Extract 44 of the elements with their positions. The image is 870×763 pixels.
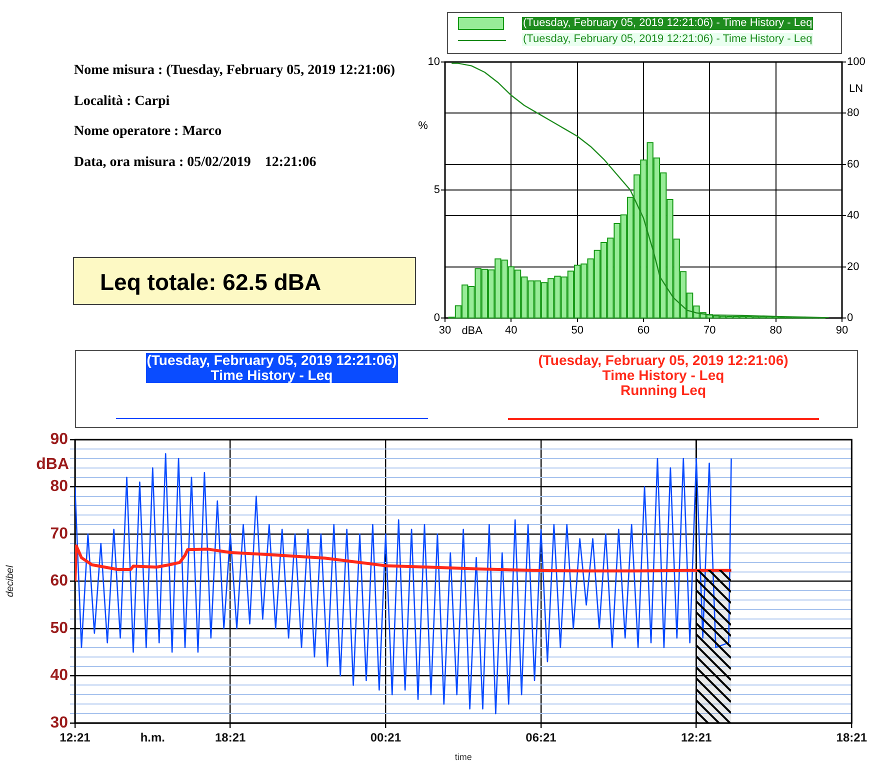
legend-label: (Tuesday, February 05, 2019 12:21:06) - Time History - Leq bbox=[522, 33, 814, 46]
text: Nome operatore : Marco bbox=[74, 124, 222, 140]
text: h.m. bbox=[140, 730, 165, 744]
y-tick-label: 90 bbox=[50, 431, 68, 448]
text: Nome misura : (Tuesday, February 05, 2019 12:21:06) bbox=[74, 63, 396, 79]
y-tick-label: 40 bbox=[50, 667, 68, 684]
x-tick-label: 90 bbox=[836, 324, 848, 337]
y2-tick-label: 20 bbox=[847, 260, 860, 273]
y2-axis-title: LN bbox=[848, 83, 864, 95]
text: Località : Carpi bbox=[74, 94, 170, 110]
y-tick-label: 30 bbox=[50, 714, 68, 732]
x-axis-title: time bbox=[454, 752, 472, 762]
y-axis-title: % bbox=[418, 120, 428, 132]
text: dBA bbox=[36, 456, 70, 474]
x-tick-label: 06:21 bbox=[526, 730, 557, 745]
text: (Tuesday, February 05, 2019 12:21:06) Time History - Leq bbox=[146, 352, 398, 383]
x-tick-label: 12:21 bbox=[680, 730, 712, 745]
y-tick-label: 80 bbox=[50, 478, 68, 496]
y2-tick-label: 0 bbox=[847, 312, 854, 324]
y-tick-label: 70 bbox=[50, 525, 68, 542]
x-axis-title: dBA bbox=[462, 325, 484, 337]
y2-tick-label: 60 bbox=[847, 158, 860, 170]
x-tick-label: 70 bbox=[704, 324, 716, 337]
text: Data, ora misura : 05/02/2019 12:21:06 bbox=[74, 154, 316, 170]
y2-tick-label: 80 bbox=[847, 107, 860, 120]
x-tick-label: 50 bbox=[571, 324, 584, 337]
x-tick-label: 18:21 bbox=[836, 730, 868, 745]
y-tick-label: 60 bbox=[50, 572, 68, 590]
x-tick-label: 12:21 bbox=[60, 730, 91, 745]
y-tick-label: 10 bbox=[428, 56, 440, 68]
x-tick-label: 18:21 bbox=[214, 730, 246, 745]
y2-tick-label: 100 bbox=[847, 56, 866, 68]
text: Leq totale: 62.5 dBA bbox=[73, 257, 416, 305]
y-axis-title: decibel bbox=[4, 564, 16, 598]
y-tick-label: 50 bbox=[50, 620, 68, 637]
legend-label: (Tuesday, February 05, 2019 12:21:06) - Time History - Leq bbox=[522, 17, 814, 30]
x-tick-label: 40 bbox=[505, 324, 518, 337]
x-tick-label: 60 bbox=[637, 324, 650, 337]
y-tick-label: 0 bbox=[434, 312, 440, 324]
x-tick-label: 00:21 bbox=[370, 730, 402, 745]
x-tick-label: 80 bbox=[770, 324, 782, 337]
text: (Tuesday, February 05, 2019 12:21:06) Time History - Leq Running Leq bbox=[537, 352, 790, 398]
y2-tick-label: 40 bbox=[847, 210, 860, 222]
y-tick-label: 5 bbox=[434, 184, 440, 196]
